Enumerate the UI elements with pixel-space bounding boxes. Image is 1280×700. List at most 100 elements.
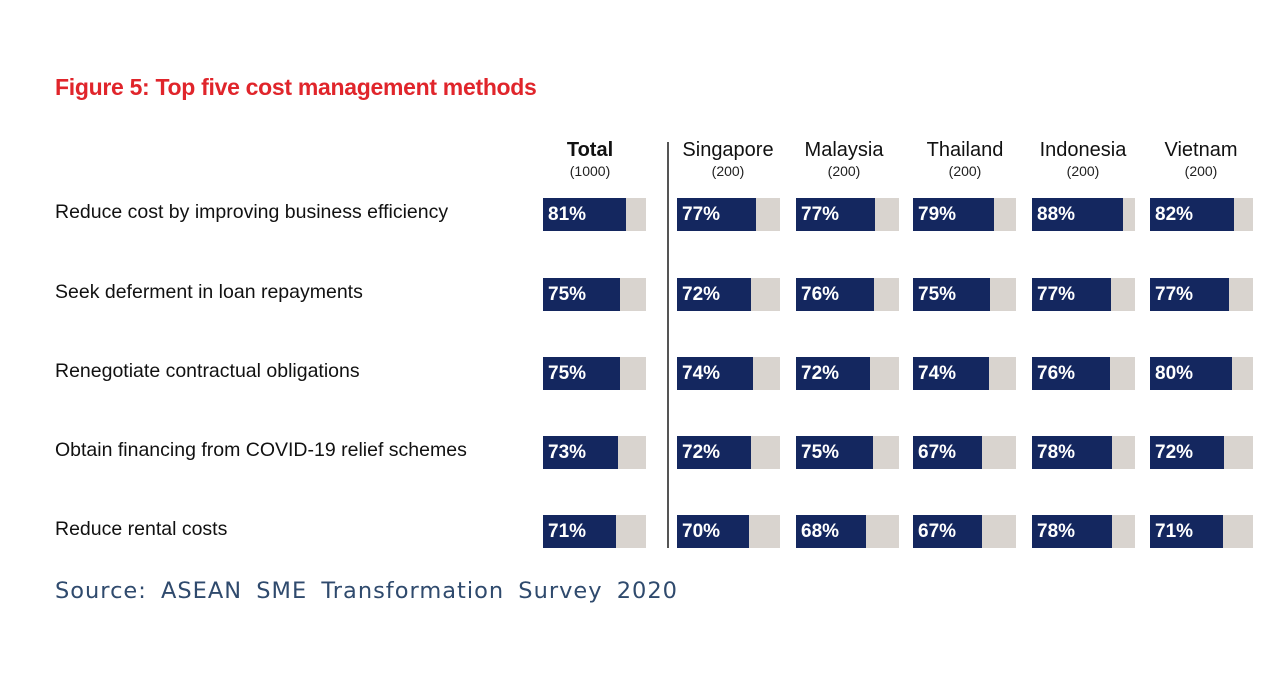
data-label: 79% bbox=[918, 204, 957, 225]
column-name: Singapore bbox=[682, 139, 774, 161]
bar-track: 75% bbox=[913, 278, 1016, 311]
data-label: 72% bbox=[682, 284, 721, 305]
category-label: Renegotiate contractual obligations bbox=[55, 360, 360, 382]
bar-track: 88% bbox=[1032, 198, 1135, 231]
data-label: 76% bbox=[1037, 363, 1076, 384]
bar-track: 72% bbox=[677, 436, 780, 469]
bar bbox=[1032, 436, 1113, 469]
column-sample-size: (200) bbox=[1184, 163, 1218, 179]
data-label: 75% bbox=[801, 442, 840, 463]
data-label: 71% bbox=[548, 521, 587, 542]
bar-track: 82% bbox=[1150, 198, 1253, 231]
column-name: Vietnam bbox=[1164, 139, 1238, 161]
bar-track: 81% bbox=[543, 198, 646, 231]
bar bbox=[913, 198, 995, 231]
bar bbox=[543, 198, 627, 231]
bar bbox=[1150, 198, 1235, 231]
data-label: 72% bbox=[1155, 442, 1194, 463]
data-label: 77% bbox=[682, 204, 721, 225]
bar bbox=[913, 436, 982, 469]
data-label: 78% bbox=[1037, 521, 1076, 542]
bar-track: 76% bbox=[796, 278, 899, 311]
bar bbox=[796, 278, 875, 311]
column-sample-size: (200) bbox=[948, 163, 982, 179]
category-label: Reduce cost by improving business effici… bbox=[55, 201, 449, 223]
bar-track: 79% bbox=[913, 198, 1016, 231]
bar bbox=[913, 357, 990, 390]
data-label: 74% bbox=[918, 363, 957, 384]
column-divider bbox=[667, 142, 669, 548]
bar-track: 77% bbox=[1150, 278, 1253, 311]
data-label: 71% bbox=[1155, 521, 1194, 542]
data-label: 72% bbox=[801, 363, 840, 384]
bar bbox=[1032, 357, 1111, 390]
data-label: 74% bbox=[682, 363, 721, 384]
bar-track: 78% bbox=[1032, 515, 1135, 548]
bar-track: 71% bbox=[543, 515, 646, 548]
data-label: 70% bbox=[682, 521, 721, 542]
column-name: Total bbox=[566, 139, 614, 161]
bar-track: 77% bbox=[796, 198, 899, 231]
data-label: 67% bbox=[918, 521, 957, 542]
data-label: 67% bbox=[918, 442, 957, 463]
data-label: 72% bbox=[682, 442, 721, 463]
bar bbox=[677, 198, 757, 231]
bar-track: 72% bbox=[677, 278, 780, 311]
column-sample-size: (200) bbox=[1066, 163, 1100, 179]
bar bbox=[677, 357, 754, 390]
column-name: Indonesia bbox=[1039, 139, 1127, 161]
data-label: 80% bbox=[1155, 363, 1194, 384]
data-label: 73% bbox=[548, 442, 587, 463]
data-label: 77% bbox=[1037, 284, 1076, 305]
bar bbox=[1032, 278, 1112, 311]
column-header-singapore: Singapore (200) bbox=[663, 138, 793, 179]
bar bbox=[1032, 198, 1123, 231]
bar-track: 70% bbox=[677, 515, 780, 548]
bar bbox=[796, 357, 871, 390]
bar bbox=[543, 436, 619, 469]
category-label: Seek deferment in loan repayments bbox=[55, 281, 363, 303]
bar bbox=[677, 436, 752, 469]
bar bbox=[1150, 278, 1230, 311]
bar-track: 72% bbox=[796, 357, 899, 390]
bar bbox=[796, 436, 874, 469]
bar-track: 68% bbox=[796, 515, 899, 548]
data-label: 78% bbox=[1037, 442, 1076, 463]
chart-title: Figure 5: Top five cost management metho… bbox=[55, 74, 537, 100]
data-label: 75% bbox=[548, 284, 587, 305]
bar-track: 76% bbox=[1032, 357, 1135, 390]
column-header-indonesia: Indonesia (200) bbox=[1018, 138, 1148, 179]
bar-track: 67% bbox=[913, 515, 1016, 548]
data-label: 75% bbox=[918, 284, 957, 305]
column-header-total: Total (1000) bbox=[525, 138, 655, 179]
bar bbox=[913, 278, 991, 311]
bar bbox=[543, 515, 617, 548]
bar bbox=[1032, 515, 1113, 548]
data-label: 68% bbox=[801, 521, 840, 542]
bar bbox=[1150, 515, 1224, 548]
column-sample-size: (200) bbox=[827, 163, 861, 179]
bar-track: 71% bbox=[1150, 515, 1253, 548]
column-name: Malaysia bbox=[804, 139, 884, 161]
data-label: 77% bbox=[801, 204, 840, 225]
data-label: 76% bbox=[801, 284, 840, 305]
category-label: Obtain financing from COVID-19 relief sc… bbox=[55, 439, 467, 461]
bar-track: 67% bbox=[913, 436, 1016, 469]
bar-track: 75% bbox=[796, 436, 899, 469]
bar-track: 74% bbox=[677, 357, 780, 390]
bar bbox=[543, 278, 621, 311]
bar bbox=[1150, 357, 1233, 390]
data-label: 75% bbox=[548, 363, 587, 384]
bar bbox=[543, 357, 621, 390]
bar bbox=[1150, 436, 1225, 469]
column-header-vietnam: Vietnam (200) bbox=[1136, 138, 1266, 179]
bar-track: 75% bbox=[543, 278, 646, 311]
bar bbox=[796, 515, 867, 548]
column-name: Thailand bbox=[926, 139, 1004, 161]
bar bbox=[913, 515, 982, 548]
bar-track: 72% bbox=[1150, 436, 1253, 469]
bar-track: 74% bbox=[913, 357, 1016, 390]
column-sample-size: (1000) bbox=[569, 163, 611, 179]
source-note: Source: ASEAN SME Transformation Survey … bbox=[55, 578, 678, 604]
bar-track: 73% bbox=[543, 436, 646, 469]
